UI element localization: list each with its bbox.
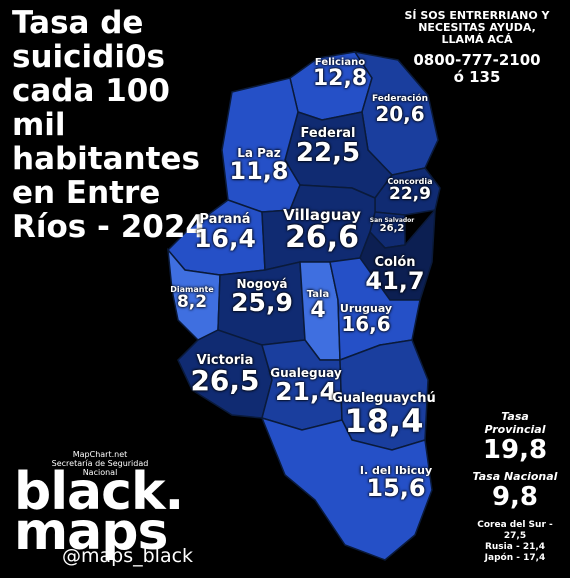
international-rates: Corea del Sur - 27,5 Rusia - 21,4 Japón …: [465, 520, 565, 564]
label-federal: Federal 22,5: [295, 126, 361, 168]
label-diamante: Diamante 8,2: [170, 285, 214, 312]
credit-line: MapChart.net: [72, 450, 128, 459]
map-title: Tasa de suicidi0s cada 100 mil habitante…: [12, 5, 207, 245]
label-san-salvador: San Salvador 26,2: [369, 217, 415, 234]
provincial-rate-label: Tasa Provincial: [484, 410, 546, 436]
label-nogoya: Nogoyá 25,9: [231, 277, 293, 317]
label-tala: Tala 4: [306, 289, 330, 323]
provincial-rate-value: 19,8: [482, 435, 548, 465]
helpline-alt-phone: ó 135: [453, 68, 501, 86]
brand-handle: @maps_black: [62, 545, 194, 567]
brand-line-2: maps: [14, 502, 168, 562]
rates-panel: Tasa Provincial 19,8 Tasa Nacional 9,8: [470, 410, 560, 517]
credit-line: Secretaría de Seguridad: [51, 459, 149, 468]
label-ibicuy: I. del Ibicuy 15,6: [359, 464, 433, 502]
brand-line-1: black.: [14, 462, 184, 522]
label-la-paz: La Paz 11,8: [229, 146, 289, 185]
brand-logo: black. maps: [14, 462, 184, 562]
label-villaguay: Villaguay 26,6: [283, 206, 361, 255]
label-federacion: Federación 20,6: [372, 94, 428, 126]
intl-rate-item: Japón - 17,4: [484, 553, 546, 563]
helpline-text: SÍ SOS ENTRERRIANO Y NECESITAS AYUDA, LL…: [404, 9, 550, 46]
label-gualeguay: Gualeguay 21,4: [270, 366, 342, 406]
label-victoria: Victoria 26,5: [190, 353, 260, 397]
helpline-box: SÍ SOS ENTRERRIANO Y NECESITAS AYUDA, LL…: [402, 10, 552, 86]
intl-rate-item: Corea del Sur - 27,5: [477, 520, 553, 541]
national-rate-label: Tasa Nacional: [472, 470, 558, 483]
national-rate-value: 9,8: [491, 482, 539, 512]
label-colon: Colón 41,7: [365, 255, 425, 295]
credit-line: Nacional: [82, 468, 118, 477]
dept-ibicuy: [260, 416, 433, 561]
label-uruguay: Uruguay 16,6: [339, 302, 393, 336]
label-concordia: Concordia 22,9: [387, 177, 433, 204]
label-parana: Paraná 16,4: [194, 212, 256, 253]
label-gualeguaychu: Gualeguaychú 18,4: [332, 391, 436, 440]
dept-la-paz: [221, 77, 301, 213]
map-credits: MapChart.net Secretaría de Seguridad Nac…: [50, 450, 150, 477]
helpline-phone: 0800-777-2100: [413, 51, 541, 69]
label-feliciano: Feliciano 12,8: [312, 57, 368, 91]
intl-rate-item: Rusia - 21,4: [484, 542, 546, 552]
